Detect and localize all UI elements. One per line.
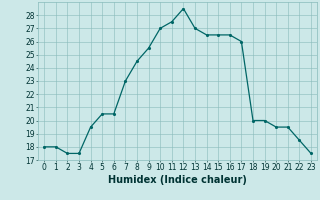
X-axis label: Humidex (Indice chaleur): Humidex (Indice chaleur) <box>108 175 247 185</box>
